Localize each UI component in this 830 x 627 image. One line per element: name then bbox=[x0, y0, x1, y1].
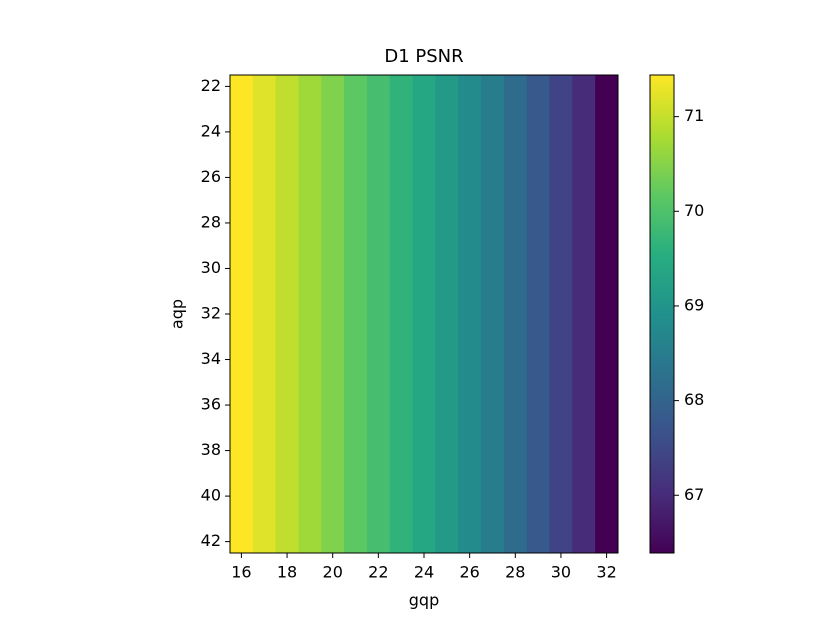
colorbar-tick-label: 71 bbox=[684, 106, 704, 125]
y-tick-label: 32 bbox=[201, 304, 221, 323]
x-tick-label: 30 bbox=[551, 563, 571, 582]
heatmap-cell bbox=[389, 75, 414, 553]
heatmap-cell bbox=[321, 75, 345, 553]
heatmap-cell bbox=[549, 75, 573, 553]
x-tick-label: 22 bbox=[368, 563, 388, 582]
heatmap-cell bbox=[481, 75, 505, 553]
heatmap-cell bbox=[595, 75, 619, 553]
heatmap-cell bbox=[503, 75, 528, 553]
colorbar-tick-label: 70 bbox=[684, 201, 704, 220]
y-tick-label: 34 bbox=[201, 349, 221, 368]
colorbar-tick-label: 68 bbox=[684, 390, 704, 409]
colorbar-tick-label: 69 bbox=[684, 295, 704, 314]
y-tick-label: 42 bbox=[201, 531, 221, 550]
colorbar-tick-label: 67 bbox=[684, 485, 704, 504]
colorbar bbox=[649, 74, 675, 554]
y-tick-label: 40 bbox=[201, 486, 221, 505]
y-tick-label: 24 bbox=[201, 121, 221, 140]
x-tick-label: 24 bbox=[414, 563, 434, 582]
heatmap-cell bbox=[526, 75, 551, 553]
x-tick-label: 18 bbox=[277, 563, 297, 582]
heatmap-cell bbox=[572, 75, 596, 553]
y-tick-label: 28 bbox=[201, 212, 221, 231]
x-axis-label: gqp bbox=[409, 591, 439, 610]
y-tick-label: 22 bbox=[201, 76, 221, 95]
x-tick-label: 32 bbox=[596, 563, 616, 582]
y-tick-label: 26 bbox=[201, 167, 221, 186]
heatmap-cell bbox=[435, 75, 459, 553]
chart-title: D1 PSNR bbox=[384, 46, 463, 67]
y-tick-label: 38 bbox=[201, 440, 221, 459]
y-axis-label: aqp bbox=[168, 299, 187, 329]
x-tick-label: 16 bbox=[231, 563, 251, 582]
heatmap-cell bbox=[366, 75, 391, 553]
x-tick-label: 28 bbox=[505, 563, 525, 582]
heatmap-cell bbox=[298, 75, 322, 553]
y-tick-label: 30 bbox=[201, 258, 221, 277]
heatmap-cell bbox=[230, 75, 254, 553]
heatmap-cell bbox=[412, 75, 436, 553]
x-tick-label: 20 bbox=[323, 563, 343, 582]
heatmap-cell bbox=[458, 75, 482, 553]
heatmap-cell bbox=[252, 75, 277, 553]
x-tick-label: 26 bbox=[459, 563, 479, 582]
heatmap-cell bbox=[275, 75, 299, 553]
heatmap-cell bbox=[344, 75, 368, 553]
y-tick-label: 36 bbox=[201, 395, 221, 414]
